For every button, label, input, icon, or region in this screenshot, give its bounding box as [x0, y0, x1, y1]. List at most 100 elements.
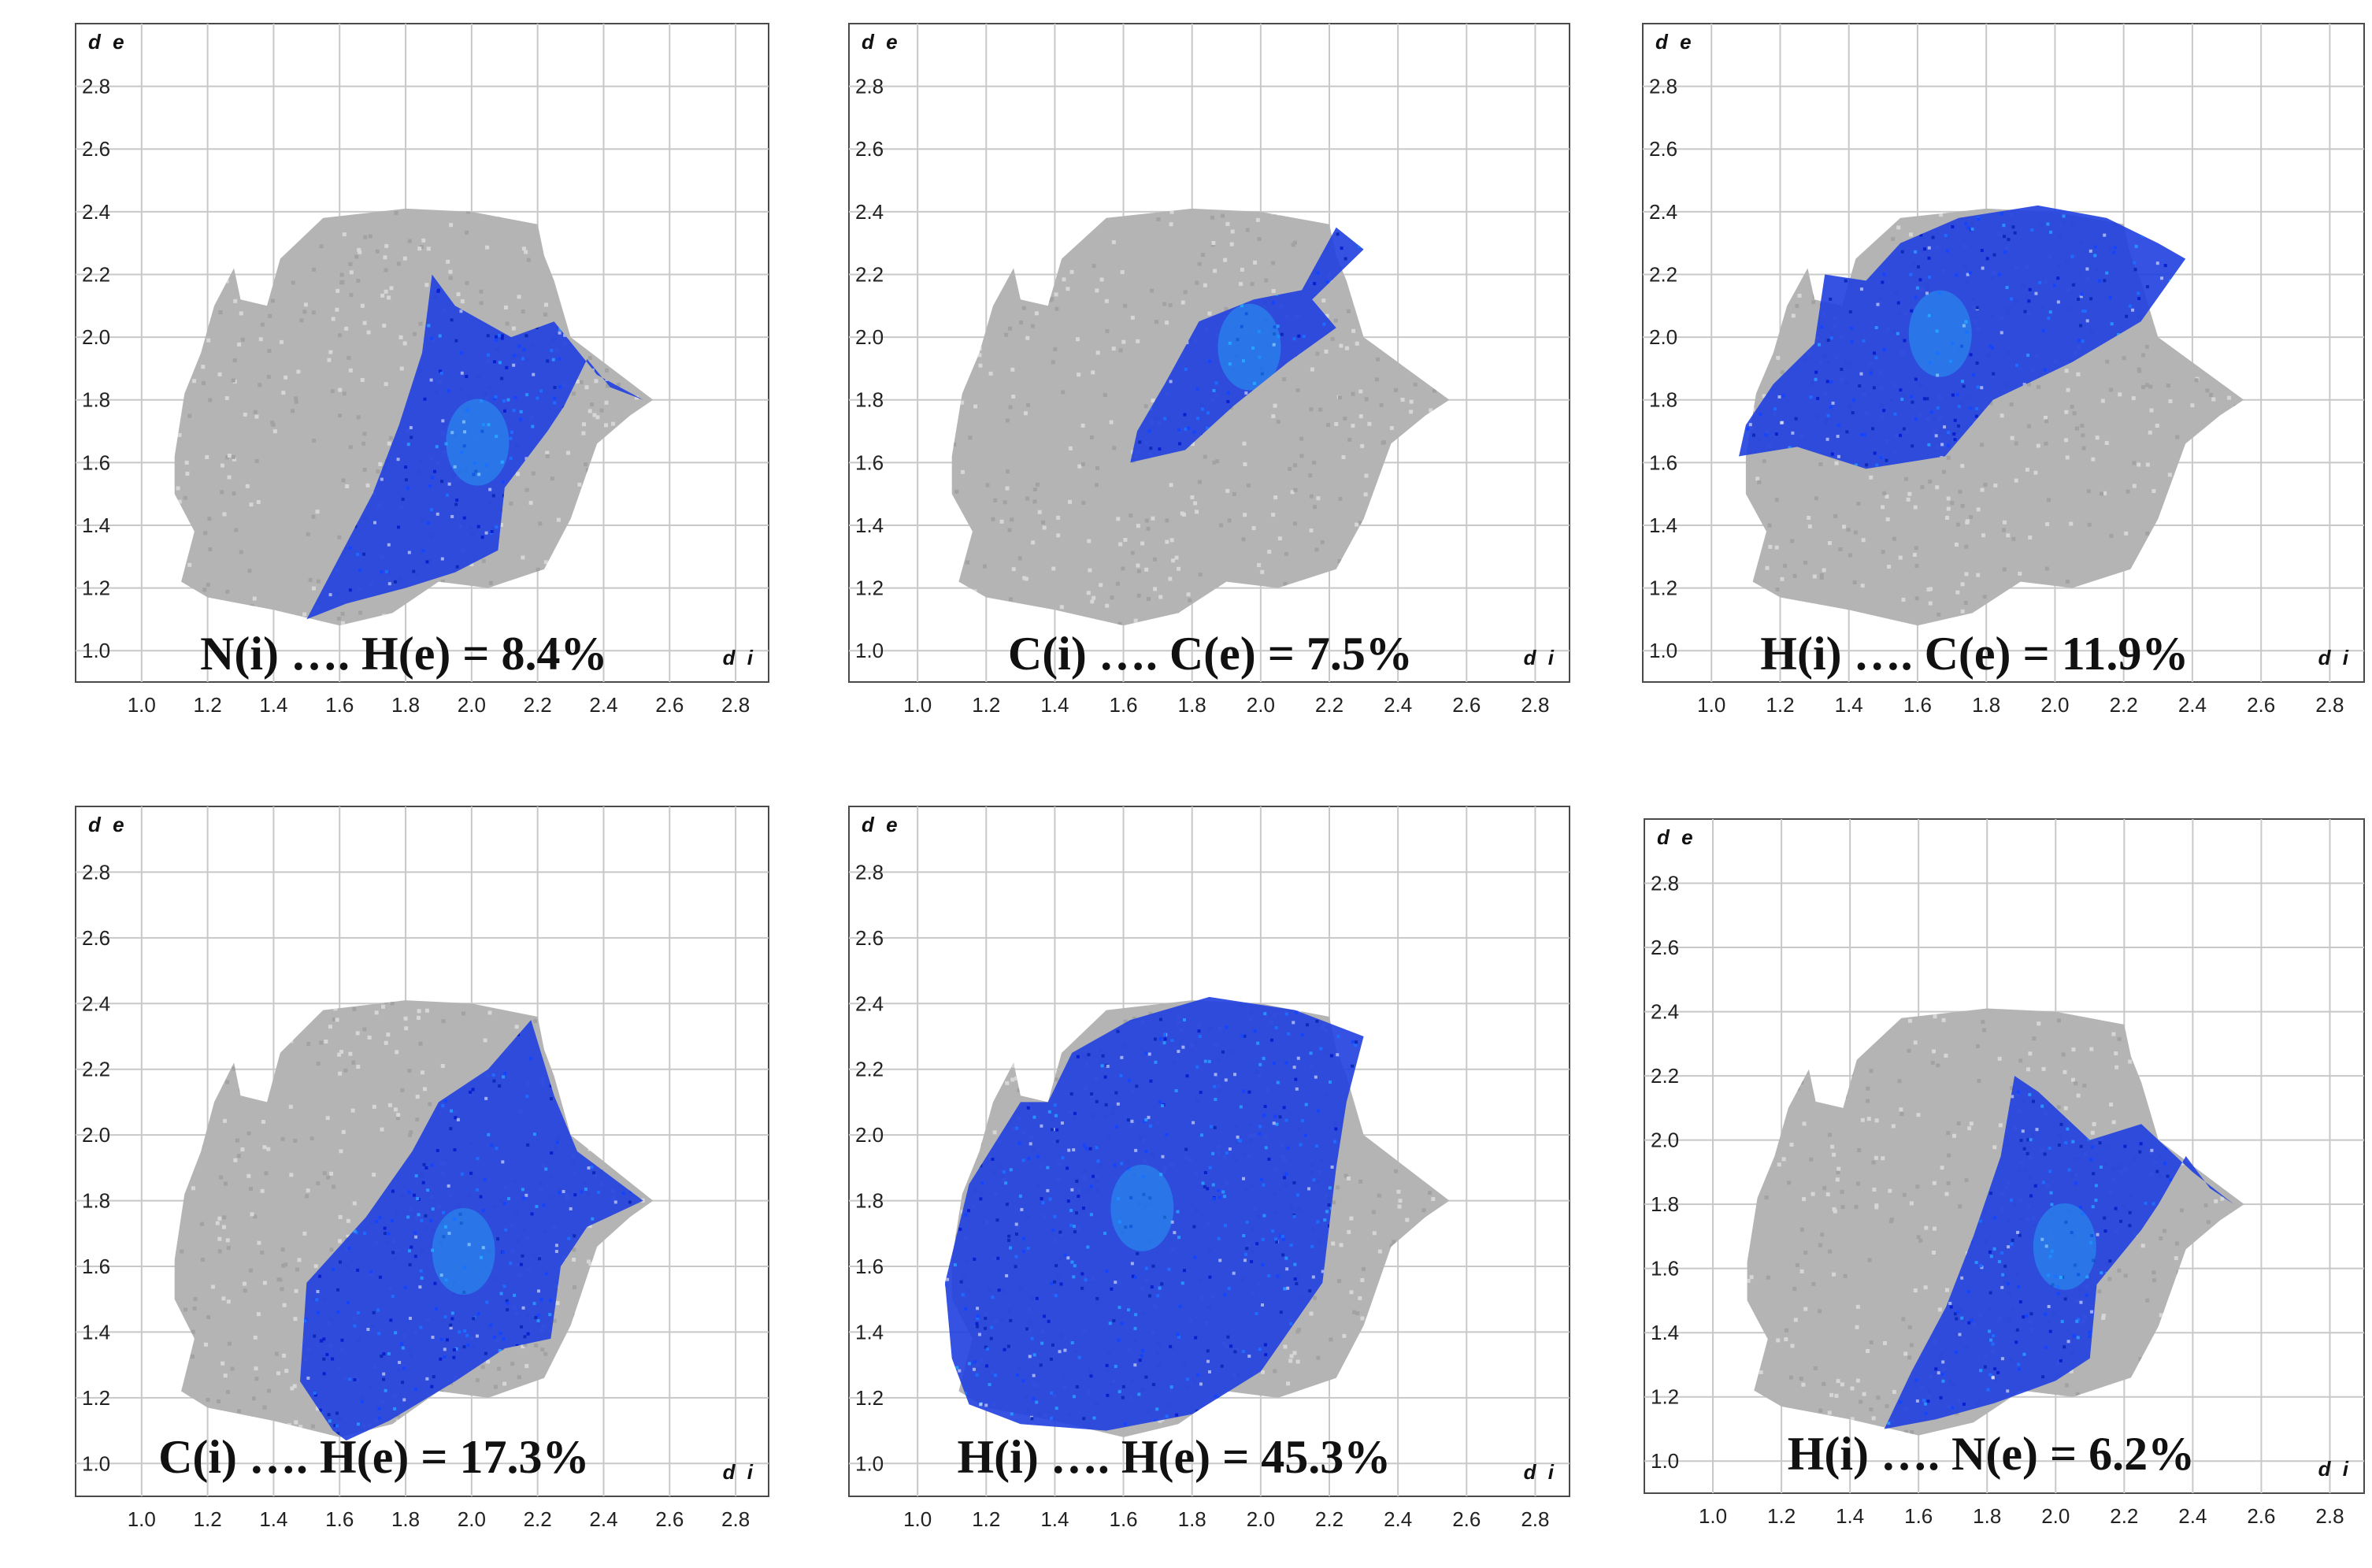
- contact-point: [1976, 385, 1980, 389]
- gray-point: [1860, 584, 1865, 588]
- gray-point: [1243, 513, 1247, 517]
- gray-point: [2124, 531, 2129, 536]
- contact-point: [1936, 373, 1940, 377]
- gray-point: [1343, 416, 1347, 421]
- contact-point: [430, 336, 434, 340]
- contact-area: [1739, 205, 2186, 469]
- gray-point: [1054, 306, 1059, 311]
- gray-point: [1171, 558, 1176, 563]
- contact-point: [1876, 302, 1880, 306]
- gray-point: [2211, 397, 2216, 402]
- contact-point: [2081, 339, 2085, 343]
- gray-point: [338, 1071, 343, 1076]
- x-tick-label: 2.0: [458, 693, 486, 717]
- contact-point: [558, 331, 561, 335]
- gray-point: [2009, 402, 2014, 406]
- gray-point: [466, 209, 471, 214]
- gray-point: [1291, 243, 1295, 247]
- contact-point: [1280, 332, 1284, 336]
- gray-point: [1227, 518, 1232, 523]
- gray-point: [1026, 402, 1031, 407]
- contact-point: [444, 442, 448, 446]
- gray-point: [1768, 544, 1773, 549]
- gray-point: [264, 1171, 269, 1176]
- gray-point: [960, 400, 965, 405]
- gray-point: [1169, 483, 1173, 487]
- gray-point: [521, 310, 525, 314]
- gray-point: [1271, 261, 1276, 265]
- gray-point: [517, 295, 521, 299]
- gray-point: [305, 1194, 309, 1199]
- contact-point: [1969, 353, 1973, 357]
- gray-point: [1950, 501, 1955, 506]
- gray-point: [1010, 517, 1014, 522]
- contact-point: [500, 376, 504, 380]
- gray-point: [1938, 213, 1943, 217]
- gray-point: [1007, 326, 1012, 331]
- gray-point: [1914, 564, 1919, 569]
- contact-point: [1777, 395, 1781, 399]
- gray-point: [378, 462, 383, 466]
- x-tick-label: 1.2: [194, 693, 222, 717]
- contact-point: [2077, 339, 2081, 343]
- contact-point: [2133, 268, 2137, 272]
- gray-point: [572, 1258, 576, 1262]
- gray-point: [587, 1223, 592, 1228]
- gray-point: [201, 365, 206, 369]
- contact-point: [1928, 361, 1932, 365]
- contact-point: [1814, 370, 1818, 374]
- gray-point: [339, 280, 344, 285]
- contact-point: [484, 531, 488, 535]
- contact-point: [2010, 297, 2014, 301]
- gray-point: [355, 1031, 360, 1036]
- gray-point: [1273, 495, 1278, 500]
- gray-point: [203, 1342, 208, 1347]
- gray-point: [1061, 390, 1066, 395]
- gray-point: [1355, 341, 1359, 346]
- gray-point: [1929, 587, 1933, 591]
- y-tick-label: 2.8: [855, 75, 884, 98]
- contact-point: [2080, 292, 2084, 296]
- gray-point: [1147, 597, 1151, 602]
- gray-point: [1838, 547, 1843, 551]
- gray-point: [249, 1268, 254, 1273]
- contact-point: [587, 1166, 591, 1170]
- gray-point: [1035, 482, 1040, 487]
- gray-point: [566, 450, 571, 455]
- contact-point: [1302, 335, 1306, 339]
- gray-point: [1276, 419, 1281, 424]
- gray-point: [1241, 537, 1246, 542]
- gray-point: [1091, 370, 1095, 375]
- contact-point: [393, 1407, 397, 1410]
- gray-point: [1267, 550, 1272, 554]
- contact-point: [492, 397, 496, 401]
- contact-point: [1944, 234, 1948, 238]
- contact-point: [1961, 380, 1965, 384]
- y-tick-label: 1.6: [1649, 450, 1677, 474]
- gray-point: [441, 1019, 446, 1024]
- contact-point: [454, 502, 458, 506]
- gray-point: [2010, 436, 2014, 440]
- contact-point: [1829, 336, 1833, 340]
- gray-point: [1273, 403, 1277, 408]
- gray-point: [584, 385, 589, 390]
- gray-point: [1993, 483, 1998, 487]
- gray-point: [1807, 516, 1811, 521]
- gray-point: [1351, 391, 1355, 396]
- gray-point: [217, 1399, 221, 1404]
- gray-point: [2132, 484, 2137, 488]
- gray-point: [1225, 488, 1230, 493]
- gray-point: [1215, 459, 1220, 464]
- x-tick-label: 2.2: [524, 693, 552, 717]
- contact-point: [502, 1201, 506, 1205]
- gray-point: [203, 531, 208, 536]
- gray-point: [1338, 496, 1343, 501]
- gray-point: [386, 1032, 391, 1037]
- gray-point: [253, 1335, 258, 1340]
- gray-point: [1195, 280, 1199, 285]
- gray-point: [341, 478, 346, 483]
- gray-point: [349, 292, 354, 297]
- gray-point: [1182, 512, 1187, 517]
- gray-point: [315, 510, 320, 514]
- contact-point: [1928, 275, 1932, 279]
